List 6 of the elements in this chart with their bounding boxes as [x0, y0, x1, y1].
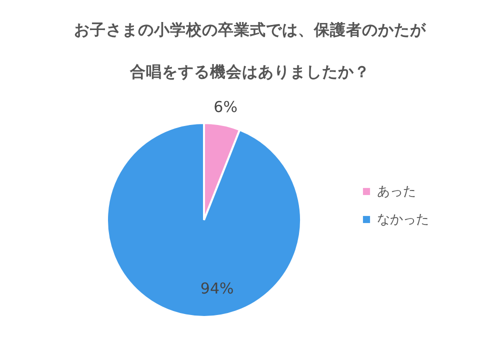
- legend-label: あった: [377, 184, 416, 200]
- legend-label: なかった: [377, 212, 429, 228]
- chart-title: お子さまの小学校の卒業式では、保護者のかたが合唱をする機会はありましたか？: [74, 21, 426, 81]
- data-label: 6%: [214, 98, 238, 116]
- pie-slice: [106, 122, 302, 318]
- data-label: 94%: [200, 280, 234, 298]
